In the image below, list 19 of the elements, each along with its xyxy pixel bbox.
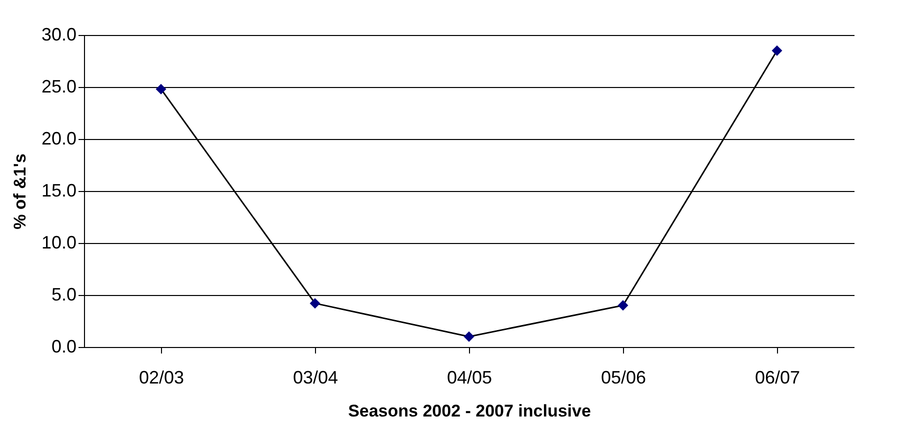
x-tick-label: 06/07 bbox=[754, 368, 800, 388]
y-tick-label: 10.0 bbox=[41, 232, 76, 252]
y-tick-label: 20.0 bbox=[41, 128, 76, 148]
y-tick-label: 15.0 bbox=[41, 180, 76, 200]
x-tick-label: 03/04 bbox=[292, 368, 338, 388]
y-tick-label: 25.0 bbox=[41, 76, 76, 96]
y-tick-label: 30.0 bbox=[41, 24, 76, 44]
x-tick-label: 05/06 bbox=[600, 368, 646, 388]
y-axis-title: % of &1's bbox=[10, 154, 30, 230]
x-tick-label: 04/05 bbox=[446, 368, 492, 388]
point bbox=[772, 45, 782, 56]
point bbox=[618, 300, 628, 311]
point bbox=[156, 84, 166, 94]
point bbox=[464, 331, 474, 342]
x-axis-title: Seasons 2002 - 2007 inclusive bbox=[348, 402, 591, 420]
y-tick-label: 5.0 bbox=[51, 284, 76, 304]
point bbox=[310, 298, 320, 309]
x-tick-label: 02/03 bbox=[138, 368, 184, 388]
y-tick-label: 0.0 bbox=[51, 336, 76, 356]
